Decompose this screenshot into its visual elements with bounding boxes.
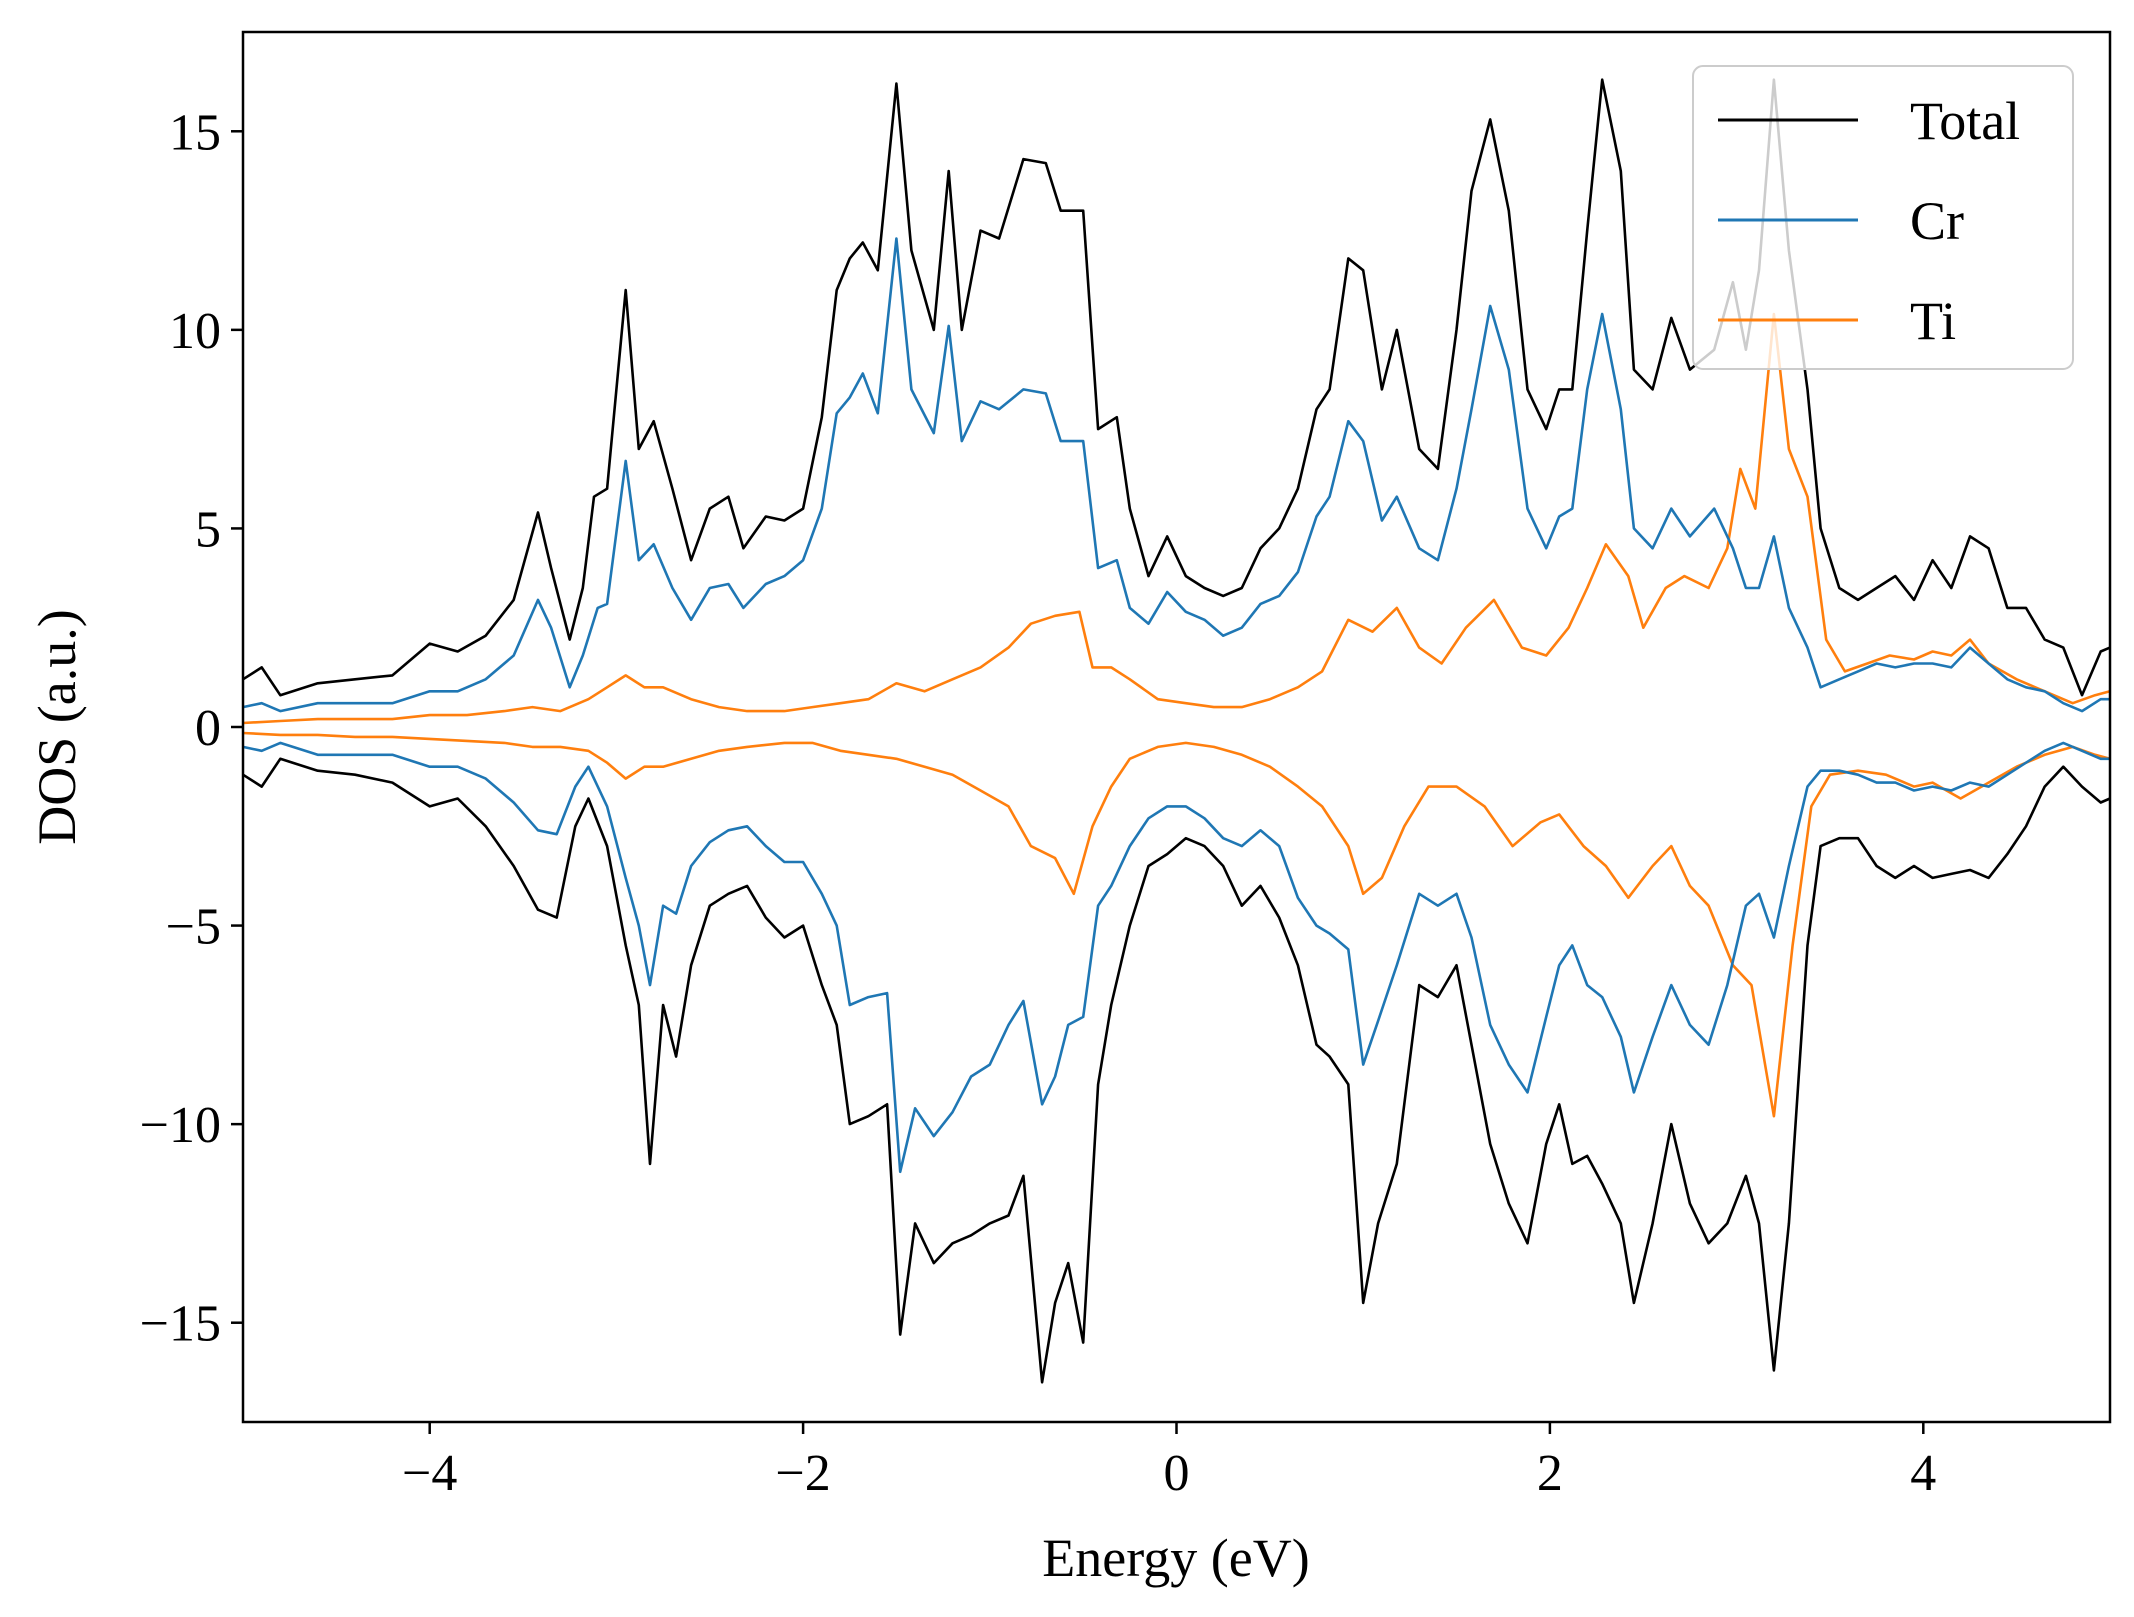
legend: Total Cr Ti [1692, 65, 2074, 370]
legend-box [1692, 65, 2074, 370]
series-line-ti-spin-up [242, 312, 2111, 725]
series-line-ti-spin-down [242, 731, 2111, 1118]
series-line-cr-spin-up [242, 237, 2110, 713]
x-tick-label: 0 [1164, 1445, 1190, 1502]
x-tick-label: −4 [402, 1445, 457, 1502]
legend-label-total: Total [1910, 91, 2020, 151]
series-line-total-spin-up [242, 78, 2111, 697]
y-axis-ticks: −15 −10 −5 0 5 10 15 [140, 104, 243, 1353]
y-axis-title: DOS (a.u.) [27, 609, 87, 844]
x-axis-ticks: −4 −2 0 2 4 [402, 1422, 1936, 1502]
y-tick-label: −5 [166, 899, 221, 956]
y-tick-label: 0 [195, 700, 221, 757]
series-line-cr-spin-down [242, 741, 2110, 1174]
x-tick-label: 2 [1537, 1445, 1563, 1502]
x-axis-title: Energy (eV) [1042, 1528, 1309, 1588]
series-layer [242, 78, 2111, 1384]
y-tick-label: −10 [140, 1097, 221, 1154]
series-line-total-spin-down [242, 757, 2111, 1384]
y-tick-label: 5 [195, 501, 221, 558]
y-tick-label: 15 [169, 104, 221, 161]
x-tick-label: 4 [1910, 1445, 1936, 1502]
y-tick-label: 10 [169, 303, 221, 360]
legend-label-ti: Ti [1910, 291, 1956, 351]
legend-label-cr: Cr [1910, 191, 1964, 251]
x-tick-label: −2 [775, 1445, 830, 1502]
y-tick-label: −15 [140, 1296, 221, 1353]
legend-entries: Total Cr Ti [1718, 91, 2020, 351]
